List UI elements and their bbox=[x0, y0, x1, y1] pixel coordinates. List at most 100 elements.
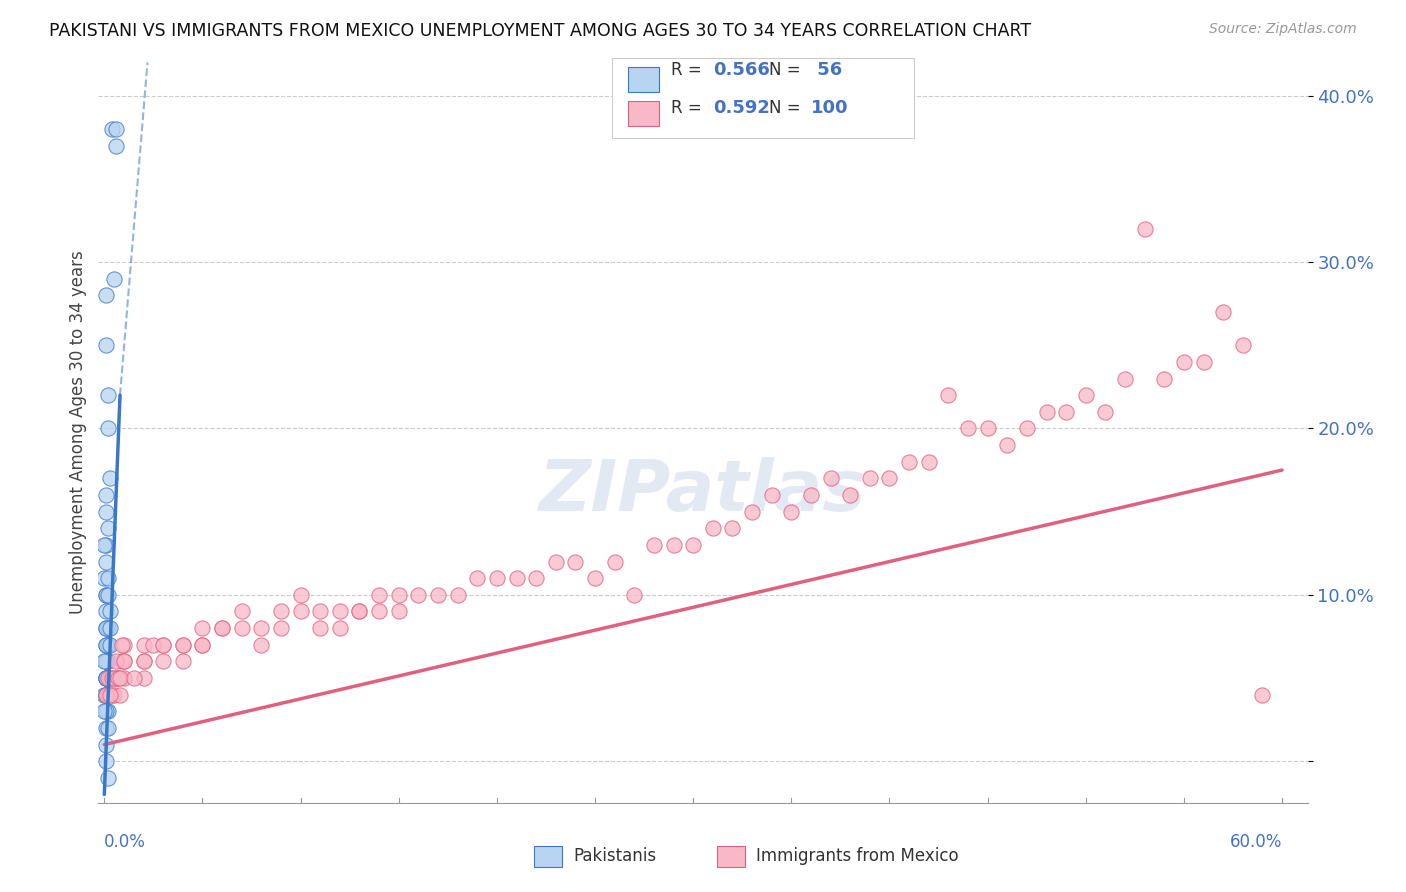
Point bbox=[97, 654, 120, 668]
Y-axis label: Unemployment Among Ages 30 to 34 years: Unemployment Among Ages 30 to 34 years bbox=[69, 251, 87, 615]
Point bbox=[111, 638, 134, 652]
Point bbox=[96, 621, 118, 635]
Text: 56: 56 bbox=[811, 61, 842, 78]
Point bbox=[96, 288, 118, 302]
Point bbox=[583, 571, 606, 585]
Point bbox=[290, 605, 312, 619]
Point bbox=[97, 671, 120, 685]
Point bbox=[112, 671, 135, 685]
Point bbox=[820, 471, 842, 485]
Point bbox=[485, 571, 508, 585]
Point bbox=[96, 654, 118, 668]
Point bbox=[231, 605, 253, 619]
Point bbox=[98, 688, 121, 702]
Point bbox=[97, 671, 120, 685]
Point bbox=[96, 588, 118, 602]
Point bbox=[1232, 338, 1254, 352]
Point bbox=[995, 438, 1018, 452]
Point bbox=[172, 654, 194, 668]
Point bbox=[1133, 222, 1156, 236]
Point bbox=[98, 621, 121, 635]
Text: Immigrants from Mexico: Immigrants from Mexico bbox=[756, 847, 959, 865]
Point bbox=[1035, 405, 1057, 419]
Point bbox=[309, 605, 332, 619]
Point bbox=[93, 688, 115, 702]
Point bbox=[408, 588, 430, 602]
Point bbox=[105, 138, 128, 153]
Point bbox=[132, 671, 155, 685]
Point bbox=[1114, 371, 1136, 385]
Point bbox=[329, 621, 352, 635]
Point bbox=[446, 588, 468, 602]
Point bbox=[96, 704, 118, 718]
Point bbox=[97, 771, 120, 785]
Point bbox=[98, 638, 121, 652]
Point bbox=[93, 704, 115, 718]
Point bbox=[112, 654, 135, 668]
Text: 60.0%: 60.0% bbox=[1230, 833, 1282, 851]
Point bbox=[132, 654, 155, 668]
Text: R =: R = bbox=[671, 99, 707, 117]
Point bbox=[96, 671, 118, 685]
Point bbox=[349, 605, 371, 619]
Text: 0.566: 0.566 bbox=[713, 61, 769, 78]
Point bbox=[741, 505, 763, 519]
Text: 100: 100 bbox=[811, 99, 849, 117]
Point bbox=[107, 671, 129, 685]
Point bbox=[96, 638, 118, 652]
Point bbox=[97, 388, 120, 402]
Point bbox=[105, 654, 128, 668]
Point bbox=[97, 704, 120, 718]
Point bbox=[780, 505, 803, 519]
Point bbox=[152, 654, 174, 668]
Point bbox=[956, 421, 979, 435]
Point bbox=[96, 688, 118, 702]
Point bbox=[349, 605, 371, 619]
Point bbox=[108, 671, 131, 685]
Point bbox=[152, 638, 174, 652]
Point bbox=[191, 621, 214, 635]
Point bbox=[172, 638, 194, 652]
Point bbox=[96, 621, 118, 635]
Point bbox=[976, 421, 998, 435]
Point bbox=[97, 688, 120, 702]
Point bbox=[662, 538, 685, 552]
Point bbox=[524, 571, 547, 585]
Point bbox=[211, 621, 233, 635]
Point bbox=[388, 588, 411, 602]
Point bbox=[1251, 688, 1274, 702]
Point bbox=[108, 688, 131, 702]
Point bbox=[105, 122, 128, 136]
Point bbox=[98, 471, 121, 485]
Point bbox=[105, 671, 128, 685]
Point bbox=[96, 671, 118, 685]
Point bbox=[96, 605, 118, 619]
Point bbox=[898, 455, 921, 469]
Point bbox=[1094, 405, 1116, 419]
Point bbox=[103, 688, 125, 702]
Point bbox=[1054, 405, 1077, 419]
Point bbox=[112, 654, 135, 668]
Point bbox=[427, 588, 450, 602]
Point bbox=[564, 555, 586, 569]
Point bbox=[96, 555, 118, 569]
Point bbox=[191, 638, 214, 652]
Point bbox=[98, 605, 121, 619]
Point bbox=[603, 555, 626, 569]
Point bbox=[96, 688, 118, 702]
Point bbox=[1015, 421, 1038, 435]
Point bbox=[93, 654, 115, 668]
Point bbox=[132, 638, 155, 652]
Point bbox=[96, 654, 118, 668]
Point bbox=[96, 538, 118, 552]
Point bbox=[142, 638, 165, 652]
Point bbox=[101, 122, 124, 136]
Text: Source: ZipAtlas.com: Source: ZipAtlas.com bbox=[1209, 22, 1357, 37]
Point bbox=[97, 571, 120, 585]
Point bbox=[96, 688, 118, 702]
Point bbox=[800, 488, 823, 502]
Point bbox=[97, 638, 120, 652]
Point bbox=[96, 338, 118, 352]
Point bbox=[721, 521, 744, 535]
Point bbox=[97, 521, 120, 535]
